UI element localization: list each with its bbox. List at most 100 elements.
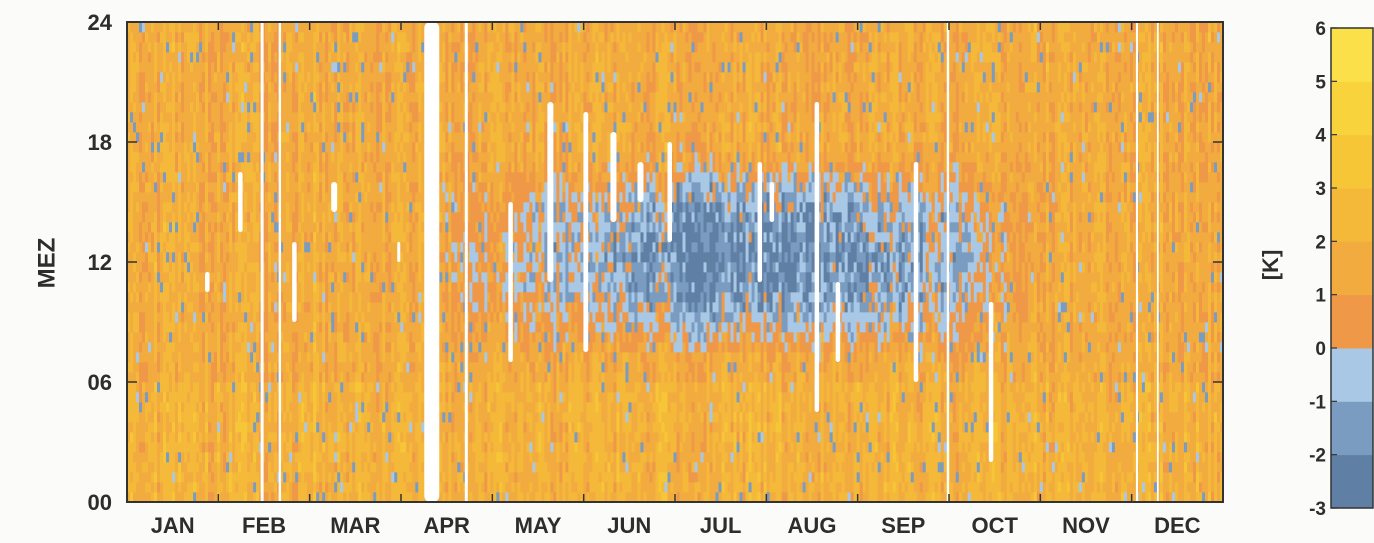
- heatmap-cell: [262, 82, 266, 93]
- heatmap-cell: [664, 332, 668, 343]
- heatmap-cell: [166, 282, 170, 303]
- heatmap-cell: [574, 352, 578, 433]
- heatmap-cell: [595, 182, 599, 193]
- heatmap-cell: [265, 22, 269, 43]
- heatmap-cell: [688, 352, 692, 373]
- heatmap-cell: [415, 382, 419, 393]
- heatmap-cell: [487, 172, 491, 183]
- heatmap-cell: [274, 432, 278, 443]
- heatmap-cell: [679, 312, 683, 353]
- heatmap-cell: [661, 122, 665, 143]
- heatmap-cell: [340, 172, 344, 213]
- heatmap-cell: [403, 132, 407, 143]
- heatmap-cell: [301, 22, 305, 33]
- heatmap-cell: [595, 322, 599, 333]
- heatmap-cell: [691, 192, 695, 203]
- heatmap-cell: [268, 162, 272, 183]
- heatmap-cell: [232, 382, 236, 393]
- heatmap-cell: [472, 142, 476, 153]
- heatmap-cell: [481, 482, 485, 493]
- heatmap-cell: [136, 192, 140, 203]
- heatmap-cell: [229, 182, 233, 193]
- heatmap-cell: [352, 462, 356, 473]
- heatmap-cell: [595, 22, 599, 33]
- heatmap-cell: [205, 212, 209, 223]
- heatmap-cell: [655, 32, 659, 53]
- heatmap-cell: [268, 432, 272, 443]
- heatmap-cell: [718, 262, 722, 273]
- heatmap-cell: [517, 162, 521, 173]
- heatmap-cell: [385, 212, 389, 223]
- heatmap-cell: [538, 272, 542, 283]
- heatmap-cell: [655, 72, 659, 93]
- heatmap-cell: [391, 432, 395, 453]
- heatmap-cell: [700, 172, 704, 193]
- heatmap-cell: [496, 372, 500, 383]
- heatmap-cell: [517, 52, 521, 63]
- heatmap-cell: [250, 62, 254, 103]
- heatmap-cell: [307, 82, 311, 123]
- heatmap-cell: [709, 312, 713, 323]
- heatmap-cell: [514, 422, 518, 473]
- heatmap-cell: [175, 132, 179, 143]
- heatmap-cell: [679, 172, 683, 183]
- heatmap-cell: [559, 312, 563, 353]
- heatmap-cell: [514, 312, 518, 323]
- heatmap-cell: [337, 122, 341, 133]
- heatmap-cell: [544, 382, 548, 403]
- heatmap-cell: [415, 422, 419, 443]
- heatmap-cell: [565, 112, 569, 123]
- heatmap-cell: [223, 472, 227, 502]
- heatmap-cell: [658, 22, 662, 53]
- heatmap-cell: [214, 172, 218, 183]
- heatmap-cell: [667, 332, 671, 373]
- heatmap-cell: [202, 72, 206, 93]
- heatmap-cell: [604, 92, 608, 103]
- heatmap-cell: [274, 172, 278, 183]
- heatmap-cell: [721, 482, 725, 493]
- heatmap-cell: [682, 342, 686, 383]
- heatmap-cell: [211, 182, 215, 193]
- heatmap-cell: [232, 32, 236, 43]
- heatmap-cell: [292, 142, 296, 153]
- heatmap-cell: [298, 482, 302, 502]
- heatmap-cell: [319, 262, 323, 283]
- heatmap-cell: [628, 292, 632, 313]
- heatmap-cell: [400, 52, 404, 63]
- heatmap-cell: [712, 382, 716, 393]
- heatmap-cell: [511, 172, 515, 193]
- heatmap-cell: [718, 92, 722, 103]
- heatmap-cell: [322, 432, 326, 443]
- heatmap-cell: [418, 342, 422, 363]
- heatmap-cell: [412, 92, 416, 103]
- heatmap-cell: [670, 282, 674, 303]
- heatmap-cell: [361, 112, 365, 123]
- heatmap-cell: [322, 292, 326, 303]
- heatmap-cell: [493, 252, 497, 263]
- heatmap-cell: [223, 362, 227, 383]
- heatmap-cell: [229, 432, 233, 443]
- heatmap-cell: [598, 472, 602, 483]
- heatmap-cell: [355, 242, 359, 253]
- heatmap-cell: [331, 292, 335, 313]
- heatmap-cell: [541, 252, 545, 273]
- heatmap-cell: [376, 262, 380, 273]
- heatmap-cell: [667, 22, 671, 43]
- heatmap-cell: [304, 482, 308, 502]
- heatmap-cell: [454, 62, 458, 73]
- heatmap-cell: [679, 352, 683, 393]
- heatmap-cell: [160, 92, 164, 113]
- heatmap-cell: [301, 302, 305, 373]
- heatmap-cell: [499, 62, 503, 83]
- heatmap-cell: [622, 112, 626, 123]
- heatmap-cell: [601, 22, 605, 33]
- heatmap-cell: [565, 482, 569, 502]
- heatmap-cell: [460, 92, 464, 153]
- heatmap-cell: [652, 382, 656, 403]
- heatmap-cell: [256, 72, 260, 83]
- heatmap-cell: [712, 332, 716, 353]
- heatmap-cell: [490, 252, 494, 273]
- heatmap-cell: [373, 212, 377, 223]
- heatmap-cell: [652, 352, 656, 363]
- heatmap-cell: [688, 32, 692, 53]
